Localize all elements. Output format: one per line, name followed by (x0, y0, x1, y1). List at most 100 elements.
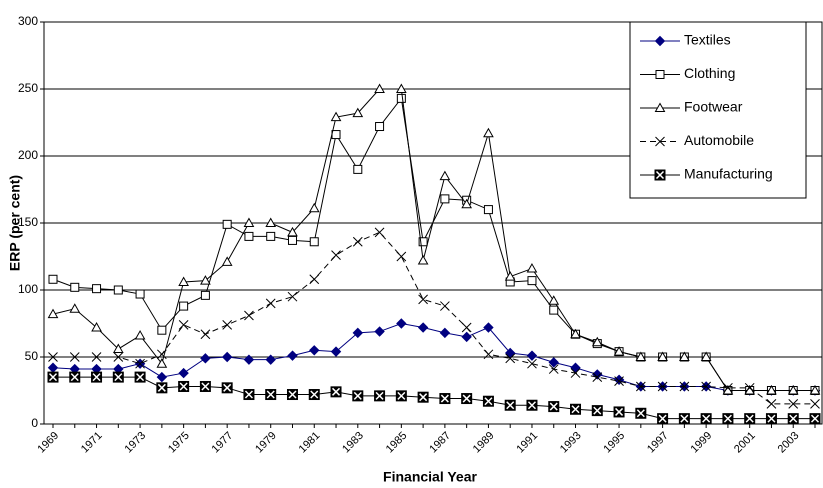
marker (655, 136, 665, 147)
y-tick-label: 200 (18, 148, 38, 162)
marker (461, 331, 472, 343)
marker (309, 345, 320, 356)
marker-cross (114, 373, 123, 382)
marker (112, 343, 124, 353)
marker (417, 322, 429, 333)
marker (439, 327, 451, 339)
marker (352, 107, 364, 118)
marker (396, 318, 407, 329)
marker (418, 237, 428, 247)
marker (527, 276, 537, 286)
marker (69, 352, 80, 362)
marker (156, 382, 168, 394)
marker (265, 389, 277, 401)
marker (265, 217, 277, 227)
marker-cross (593, 406, 602, 415)
marker (353, 164, 363, 174)
marker (439, 393, 451, 405)
marker (200, 353, 211, 364)
marker-cross (615, 407, 624, 416)
marker (200, 329, 211, 340)
marker (222, 319, 233, 330)
marker (309, 274, 320, 285)
y-tick-label: 50 (25, 349, 39, 363)
marker (766, 384, 777, 395)
marker (483, 205, 493, 215)
marker (221, 256, 233, 266)
marker (679, 351, 690, 361)
marker (91, 371, 103, 383)
marker (657, 381, 668, 392)
marker (418, 294, 428, 305)
marker (179, 301, 189, 311)
marker-cross (655, 170, 665, 180)
plot-border (43, 21, 823, 425)
marker (287, 350, 298, 361)
marker (654, 102, 666, 112)
marker (810, 399, 820, 409)
marker-cross (680, 414, 689, 423)
y-tick-label: 250 (18, 81, 38, 95)
marker (461, 198, 473, 209)
legend-label: Textiles (684, 32, 731, 48)
marker (548, 401, 560, 413)
marker (635, 381, 646, 392)
marker (591, 405, 603, 417)
marker (655, 70, 665, 79)
y-tick-label: 0 (31, 416, 38, 430)
marker (395, 390, 407, 402)
marker (221, 382, 233, 394)
marker (308, 202, 320, 213)
marker-cross (462, 394, 471, 403)
marker (654, 169, 666, 181)
marker (613, 406, 625, 418)
marker (526, 399, 538, 411)
marker-cross (179, 382, 188, 391)
marker-cross (484, 397, 493, 406)
marker (135, 358, 145, 369)
marker-cross (92, 373, 101, 382)
legend-label: Automobile (684, 132, 754, 148)
marker (592, 372, 603, 382)
marker-cross (288, 390, 297, 399)
marker-cross (266, 390, 275, 399)
marker (505, 353, 516, 364)
y-tick-label: 100 (18, 282, 38, 296)
marker (657, 413, 669, 425)
marker (548, 357, 559, 368)
marker (331, 130, 341, 140)
marker (654, 35, 666, 47)
y-axis-title: ERP (per cent) (7, 175, 23, 271)
marker-cross (810, 414, 820, 423)
marker (157, 325, 167, 335)
marker (69, 303, 81, 313)
marker (461, 322, 472, 333)
marker (134, 371, 146, 383)
marker (222, 219, 232, 229)
marker (635, 407, 647, 419)
marker (92, 284, 102, 294)
y-tick-label: 150 (18, 215, 38, 229)
marker (396, 93, 406, 103)
legend-label: Footwear (684, 99, 743, 115)
marker (375, 122, 385, 132)
marker-cross (636, 409, 645, 418)
marker (701, 381, 711, 392)
marker (352, 390, 364, 402)
marker (200, 290, 210, 300)
marker (591, 336, 603, 347)
marker (744, 382, 755, 393)
marker-cross (70, 373, 79, 382)
marker (614, 376, 624, 386)
marker (570, 403, 582, 415)
marker (461, 393, 473, 405)
marker (613, 346, 625, 356)
marker (308, 389, 320, 401)
y-tick-label: 300 (18, 14, 38, 28)
marker (765, 413, 777, 425)
marker (374, 390, 386, 402)
marker (417, 255, 429, 265)
marker (549, 305, 559, 315)
